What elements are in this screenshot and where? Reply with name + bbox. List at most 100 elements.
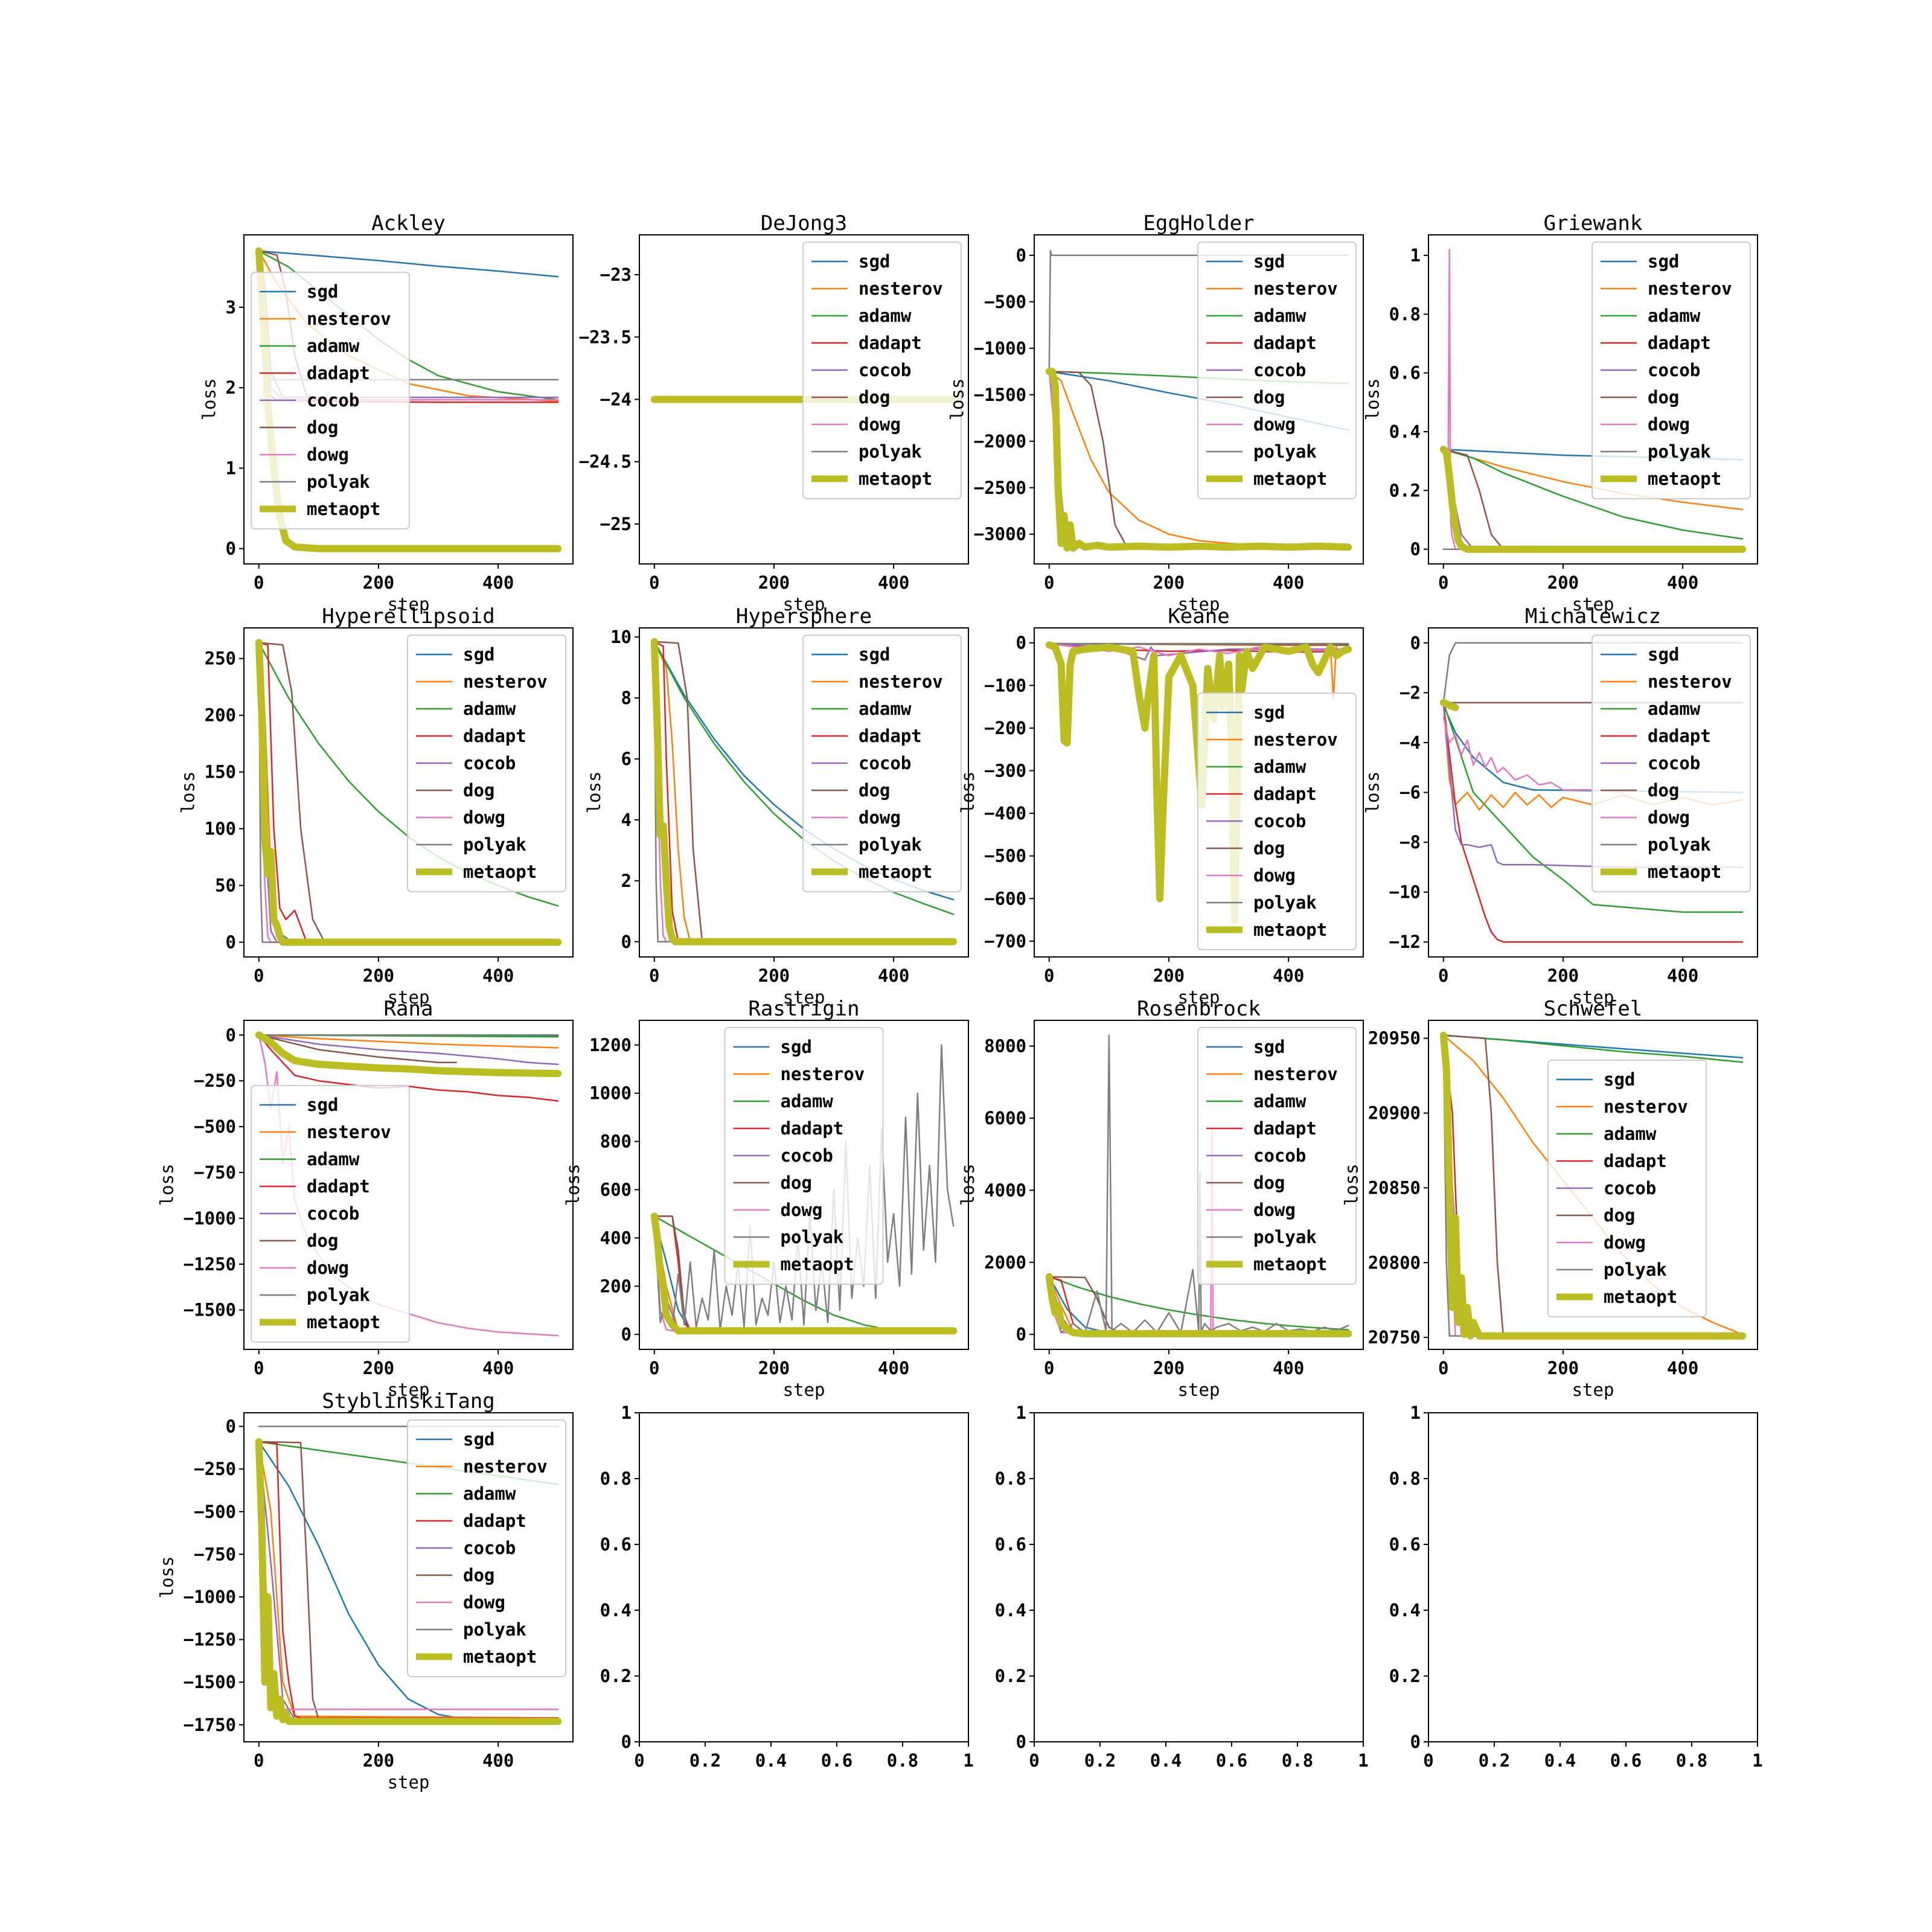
legend-label-cocob: cocob bbox=[1648, 360, 1700, 380]
x-tick-label: 200 bbox=[1547, 1358, 1579, 1378]
x-axis-label: step bbox=[1572, 1380, 1614, 1400]
legend-label-adamw: adamw bbox=[859, 699, 912, 719]
y-tick-label: −1500 bbox=[184, 1672, 236, 1692]
legend: sgd nesterov adamw dadapt cocob dog dowg polyak… bbox=[802, 242, 962, 499]
y-tick-label: 8000 bbox=[984, 1036, 1026, 1057]
y-tick-label: −400 bbox=[984, 803, 1026, 824]
subplot-dejong3: 0 200 400 −25 −24.5 −24 −23.5 −23 DeJong3 step sgd… bbox=[579, 211, 969, 615]
legend-label-nesterov: nesterov bbox=[1648, 671, 1732, 692]
legend-box bbox=[1197, 693, 1357, 950]
y-tick-label: 1 bbox=[226, 458, 236, 478]
subplot-keane: 0 200 400 −700 −600 −500 −400 −300 −200 −100 0 Kean… bbox=[958, 604, 1364, 1008]
legend-label-nesterov: nesterov bbox=[859, 278, 943, 299]
axes-frame bbox=[639, 627, 969, 958]
x-tick-label: 0.4 bbox=[1150, 1750, 1182, 1771]
x-tick-label: 1 bbox=[1358, 1750, 1368, 1771]
legend-label-dadapt: dadapt bbox=[859, 726, 922, 746]
y-tick-label: 200 bbox=[205, 705, 236, 726]
y-axis-label: loss bbox=[199, 379, 220, 421]
legend: sgd nesterov adamw dadapt cocob dog dowg polyak… bbox=[1197, 242, 1357, 499]
y-tick-label: −750 bbox=[194, 1544, 236, 1564]
series-line-metaopt bbox=[255, 1438, 562, 1726]
y-tick-label: 100 bbox=[205, 819, 236, 839]
subplot-ackley: 0 200 400 0 1 2 3 Ackley step loss sgd nesterov adam… bbox=[199, 211, 574, 615]
x-tick-label: 0.8 bbox=[1676, 1750, 1707, 1771]
legend-label-dog: dog bbox=[1648, 780, 1679, 801]
y-tick-label: 4 bbox=[621, 810, 632, 830]
series-line-metaopt bbox=[255, 1031, 562, 1078]
x-tick-label: 0 bbox=[649, 572, 659, 593]
legend-label-dadapt: dadapt bbox=[1253, 784, 1317, 804]
y-tick-label: 0 bbox=[226, 932, 236, 953]
x-tick-label: 0.4 bbox=[755, 1750, 787, 1771]
legend-label-polyak: polyak bbox=[463, 1619, 526, 1640]
x-tick-label: 200 bbox=[363, 1358, 394, 1378]
y-axis-label: loss bbox=[1342, 1164, 1362, 1206]
legend-label-dadapt: dadapt bbox=[1604, 1151, 1667, 1171]
y-tick-label: 150 bbox=[205, 762, 236, 782]
y-tick-label: −10 bbox=[1389, 882, 1421, 903]
legend-box bbox=[407, 635, 566, 892]
axes-frame bbox=[243, 234, 574, 565]
series-line-metaopt bbox=[1045, 1273, 1352, 1337]
y-tick-label: 20800 bbox=[1368, 1252, 1421, 1273]
legend-label-polyak: polyak bbox=[307, 1285, 370, 1305]
y-tick-label: 0 bbox=[1016, 633, 1026, 653]
axes-frame bbox=[243, 1412, 574, 1742]
subplot-title: Hyperellipsoid bbox=[322, 604, 495, 629]
y-tick-label: 6000 bbox=[984, 1108, 1026, 1128]
legend-label-dadapt: dadapt bbox=[463, 726, 526, 746]
y-axis-label: loss bbox=[1363, 379, 1383, 421]
legend-label-adamw: adamw bbox=[1253, 1091, 1307, 1112]
legend-box bbox=[802, 242, 962, 499]
legend-label-nesterov: nesterov bbox=[1604, 1096, 1688, 1117]
legend-label-sgd: sgd bbox=[1253, 251, 1285, 272]
axes-frame bbox=[1428, 234, 1758, 565]
y-tick-label: −1500 bbox=[974, 385, 1026, 405]
legend: sgd nesterov adamw dadapt cocob dog dowg polyak… bbox=[1547, 1060, 1707, 1317]
subplot-empty-14: 0 0.2 0.4 0.6 0.8 1 0 0.2 0.4 0.6 0.8 1 bbox=[995, 1403, 1369, 1771]
y-tick-label: 800 bbox=[600, 1131, 632, 1152]
legend-label-dog: dog bbox=[1604, 1205, 1635, 1226]
y-tick-label: −2 bbox=[1399, 682, 1421, 703]
legend-label-nesterov: nesterov bbox=[781, 1064, 865, 1084]
axes-frame bbox=[1428, 1412, 1758, 1742]
y-tick-label: 0.2 bbox=[995, 1666, 1026, 1686]
x-tick-label: 200 bbox=[363, 572, 394, 593]
subplot-eggholder: 0 200 400 −3000 −2500 −2000 −1500 −1000 −500 0 Egg… bbox=[947, 211, 1364, 615]
x-tick-label: 0 bbox=[1423, 1750, 1433, 1771]
legend-label-adamw: adamw bbox=[463, 699, 516, 719]
y-axis-label: loss bbox=[157, 1556, 178, 1599]
x-axis-label: step bbox=[1572, 594, 1614, 615]
series-line-cocob bbox=[1442, 704, 1744, 868]
x-tick-label: 0 bbox=[1029, 1750, 1039, 1771]
y-tick-label: 20750 bbox=[1368, 1327, 1421, 1348]
y-tick-label: −250 bbox=[194, 1070, 236, 1091]
x-tick-label: 0 bbox=[1044, 965, 1054, 986]
legend-label-cocob: cocob bbox=[1253, 1145, 1306, 1166]
axes-frame bbox=[639, 234, 969, 565]
y-tick-label: 0.6 bbox=[1389, 363, 1421, 383]
y-tick-label: 0.8 bbox=[600, 1468, 632, 1489]
subplot-title: DeJong3 bbox=[761, 211, 847, 235]
y-tick-label: 8 bbox=[621, 688, 632, 708]
x-axis-label: step bbox=[1572, 987, 1614, 1008]
y-tick-label: 0.6 bbox=[600, 1534, 632, 1555]
x-tick-label: 0.2 bbox=[1479, 1750, 1510, 1771]
y-tick-label: 2000 bbox=[984, 1252, 1026, 1273]
y-tick-label: 0.2 bbox=[600, 1666, 632, 1686]
y-tick-label: 0 bbox=[1016, 245, 1026, 266]
legend-label-dadapt: dadapt bbox=[859, 333, 922, 353]
legend-label-adamw: adamw bbox=[307, 336, 360, 356]
legend-label-polyak: polyak bbox=[859, 441, 922, 462]
axes-frame bbox=[1428, 627, 1758, 958]
x-axis-label: step bbox=[388, 987, 430, 1008]
y-tick-label: 0 bbox=[1016, 1324, 1026, 1345]
series-line-nesterov bbox=[258, 1034, 559, 1049]
legend-label-metaopt: metaopt bbox=[859, 862, 932, 882]
legend-label-metaopt: metaopt bbox=[307, 499, 380, 519]
legend-label-dadapt: dadapt bbox=[781, 1118, 844, 1139]
series-line-metaopt bbox=[650, 1212, 958, 1335]
subplot-title: StyblinskiTang bbox=[322, 1389, 495, 1413]
legend-label-dog: dog bbox=[1648, 387, 1679, 408]
